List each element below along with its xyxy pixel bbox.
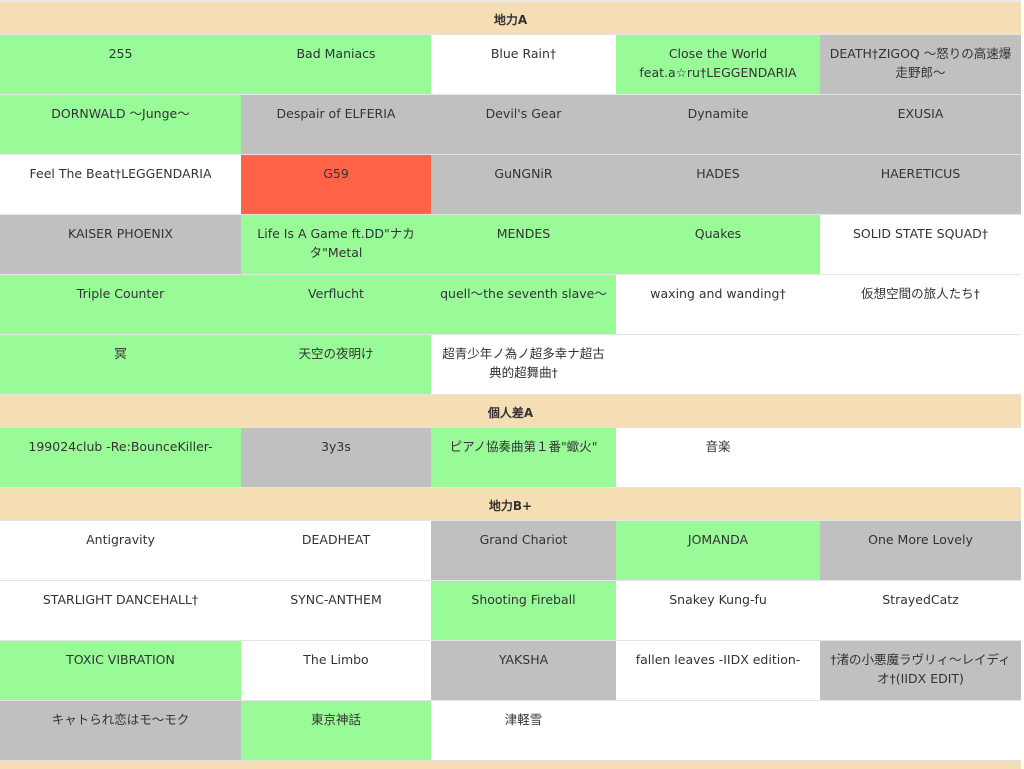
song-cell: STARLIGHT DANCEHALL† (0, 580, 241, 641)
song-cell: DEADHEAT (241, 520, 431, 581)
song-cell: JOMANDA (616, 520, 820, 581)
song-cell: EXUSIA (820, 94, 1021, 155)
empty-cell (820, 334, 1021, 395)
song-cell: 3y3s (241, 427, 431, 488)
song-row: キャトられ恋はモ～モク 東京神話 津軽雪 (0, 700, 1021, 761)
song-cell: One More Lovely (820, 520, 1021, 581)
song-cell: Close the World feat.a☆ru†LEGGENDARIA (616, 34, 820, 95)
song-cell: KAISER PHOENIX (0, 214, 241, 275)
song-cell: 津軽雪 (431, 700, 616, 761)
song-cell: Blue Rain† (431, 34, 616, 95)
section-header-row: 個人差A (0, 394, 1021, 428)
song-row: STARLIGHT DANCEHALL† SYNC-ANTHEM Shooting … (0, 580, 1021, 641)
song-cell: 255 (0, 34, 241, 95)
song-row: 冥天空の夜明け 超青少年ノ為ノ超多幸ナ超古典的超舞曲† (0, 334, 1021, 395)
section-title: 個人差A (0, 394, 1021, 428)
song-cell: 199024club -Re:BounceKiller- (0, 427, 241, 488)
empty-cell (820, 700, 1021, 761)
song-cell: 仮想空間の旅人たち† (820, 274, 1021, 335)
song-row: Feel The Beat†LEGGENDARIA G59 GuNGNiR HADES… (0, 154, 1021, 215)
song-cell: Triple Counter (0, 274, 241, 335)
song-cell: Dynamite (616, 94, 820, 155)
song-row: TOXIC VIBRATION The Limbo YAKSHA fallen lea… (0, 640, 1021, 701)
song-cell: quell～the seventh slave～ (431, 274, 616, 335)
song-cell: Verflucht (241, 274, 431, 335)
song-cell: StrayedCatz (820, 580, 1021, 641)
top-border (0, 0, 1021, 2)
section-header-row: 地力B+ (0, 487, 1021, 521)
section-edge (0, 760, 1021, 769)
song-cell: 超青少年ノ為ノ超多幸ナ超古典的超舞曲† (431, 334, 616, 395)
song-cell: TOXIC VIBRATION (0, 640, 241, 701)
song-cell: 音楽 (616, 427, 820, 488)
song-cell: YAKSHA (431, 640, 616, 701)
empty-cell (820, 427, 1021, 488)
song-cell: 東京神話 (241, 700, 431, 761)
song-cell: HAERETICUS (820, 154, 1021, 215)
empty-cell (616, 700, 820, 761)
song-cell: Quakes (616, 214, 820, 275)
song-cell: Life Is A Game ft.DD"ナカタ"Metal (241, 214, 431, 275)
song-cell: †渚の小悪魔ラヴリィ～レイディオ†(IIDX EDIT) (820, 640, 1021, 701)
next-section-edge (0, 760, 1021, 769)
song-cell: キャトられ恋はモ～モク (0, 700, 241, 761)
song-cell: SYNC-ANTHEM (241, 580, 431, 641)
song-cell: waxing and wanding† (616, 274, 820, 335)
song-row: KAISER PHOENIX Life Is A Game ft.DD"ナカタ"M… (0, 214, 1021, 275)
song-cell: Grand Chariot (431, 520, 616, 581)
song-cell: Bad Maniacs (241, 34, 431, 95)
section-title: 地力A (0, 2, 1021, 35)
song-cell: The Limbo (241, 640, 431, 701)
song-cell: 冥 (0, 334, 241, 395)
song-row: Triple Counter Verflucht quell～the seventh… (0, 274, 1021, 335)
song-cell: Antigravity (0, 520, 241, 581)
song-cell: Despair of ELFERIA (241, 94, 431, 155)
song-cell: GuNGNiR (431, 154, 616, 215)
song-cell: Shooting Fireball (431, 580, 616, 641)
section-title: 地力B+ (0, 487, 1021, 521)
empty-cell (616, 334, 820, 395)
song-cell: MENDES (431, 214, 616, 275)
song-row: DORNWALD ～Junge～ Despair of ELFERIA Devil'… (0, 94, 1021, 155)
song-row: 255 Bad Maniacs Blue Rain† Close the World … (0, 34, 1021, 95)
song-cell: DORNWALD ～Junge～ (0, 94, 241, 155)
song-row: 199024club -Re:BounceKiller- 3y3s ピアノ協奏曲第１… (0, 427, 1021, 488)
song-cell: Snakey Kung-fu (616, 580, 820, 641)
song-cell: ピアノ協奏曲第１番"蠍火" (431, 427, 616, 488)
section-header-row: 地力A (0, 2, 1021, 35)
song-cell: fallen leaves -IIDX edition- (616, 640, 820, 701)
song-cell: Feel The Beat†LEGGENDARIA (0, 154, 241, 215)
song-cell: SOLID STATE SQUAD† (820, 214, 1021, 275)
song-cell: G59 (241, 154, 431, 215)
song-cell: HADES (616, 154, 820, 215)
song-cell: Devil's Gear (431, 94, 616, 155)
song-cell: DEATH†ZIGOQ ～怒りの高速爆走野郎～ (820, 34, 1021, 95)
song-cell: 天空の夜明け (241, 334, 431, 395)
song-row: Antigravity DEADHEAT Grand Chariot JOMANDA O… (0, 520, 1021, 581)
